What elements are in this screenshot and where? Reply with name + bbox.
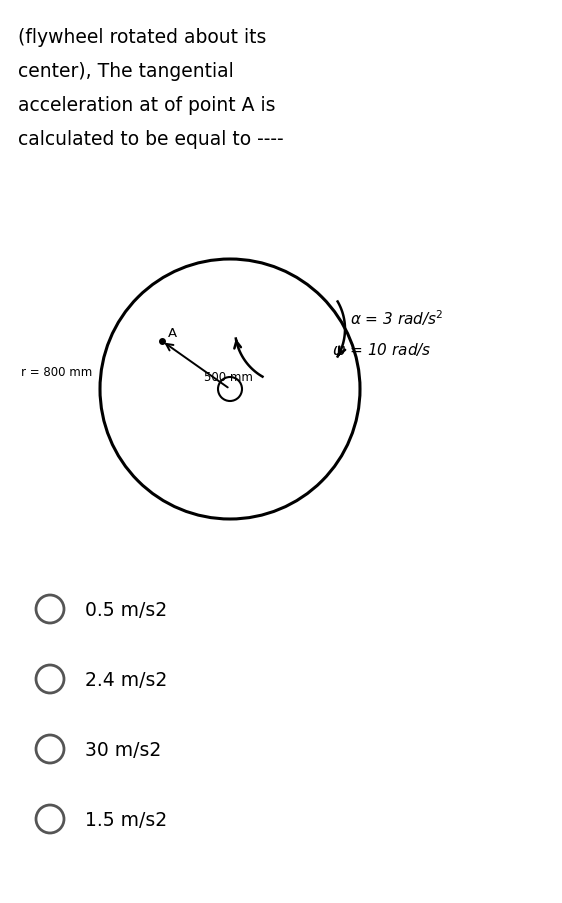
Text: 1.5 m/s2: 1.5 m/s2 — [85, 810, 167, 829]
Text: acceleration at of point A is: acceleration at of point A is — [18, 96, 275, 115]
Text: $\omega$ = 10 rad/s: $\omega$ = 10 rad/s — [332, 341, 432, 358]
Text: 500 mm: 500 mm — [204, 370, 253, 384]
Text: calculated to be equal to ----: calculated to be equal to ---- — [18, 130, 284, 149]
Text: A: A — [168, 327, 177, 340]
Text: 30 m/s2: 30 m/s2 — [85, 740, 161, 759]
Text: center), The tangential: center), The tangential — [18, 62, 234, 81]
Text: 2.4 m/s2: 2.4 m/s2 — [85, 670, 167, 689]
Text: 0.5 m/s2: 0.5 m/s2 — [85, 600, 167, 619]
Text: $\alpha$ = 3 rad/s$^2$: $\alpha$ = 3 rad/s$^2$ — [350, 308, 443, 328]
Text: (flywheel rotated about its: (flywheel rotated about its — [18, 28, 266, 47]
Text: r = 800 mm: r = 800 mm — [21, 365, 92, 378]
